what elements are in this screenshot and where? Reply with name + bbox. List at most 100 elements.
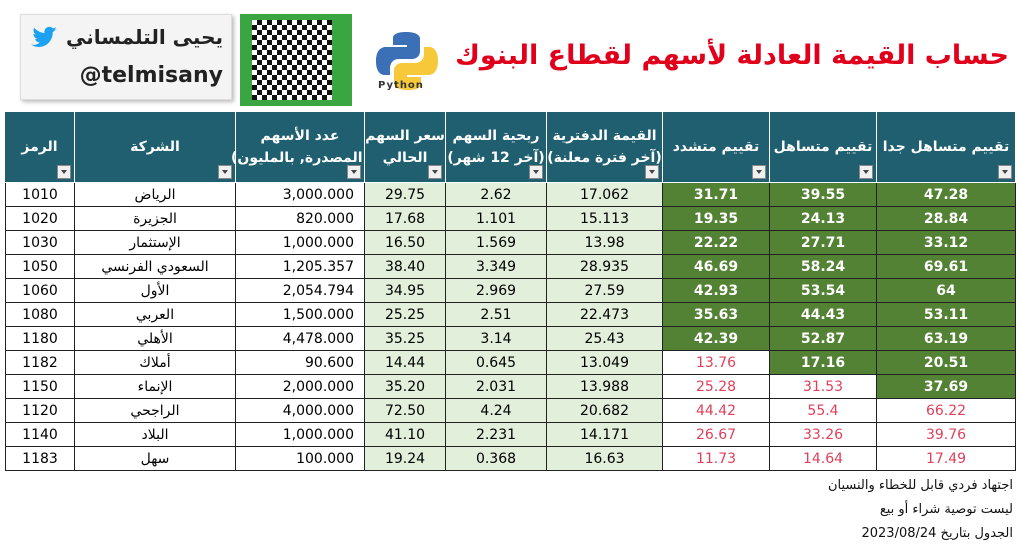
table-cell: 1050 (5, 255, 75, 279)
table-cell: الأهلي (75, 327, 236, 351)
table-cell: 19.35 (663, 207, 770, 231)
filter-button[interactable] (57, 165, 71, 179)
note: الجدول بتاريخ 2023/08/24 (861, 526, 1013, 541)
table-cell: 38.40 (365, 255, 446, 279)
table-cell: 1,500.000 (236, 303, 365, 327)
table-cell: أملاك (75, 351, 236, 375)
table-cell: 33.12 (877, 231, 1016, 255)
table-cell: 35.63 (663, 303, 770, 327)
table-cell: 1080 (5, 303, 75, 327)
table-cell: 28.935 (547, 255, 663, 279)
table-cell: 17.16 (770, 351, 877, 375)
column-header: تقييم متساهل جدا (877, 112, 1016, 183)
table-cell: 35.25 (365, 327, 446, 351)
filter-button[interactable] (428, 165, 442, 179)
table-cell: 22.22 (663, 231, 770, 255)
table-cell: 1120 (5, 399, 75, 423)
filter-button[interactable] (529, 165, 543, 179)
table-cell: 1030 (5, 231, 75, 255)
table-cell: 44.42 (663, 399, 770, 423)
filter-button[interactable] (859, 165, 873, 179)
table-cell: 16.50 (365, 231, 446, 255)
table-cell: 17.68 (365, 207, 446, 231)
table-cell: 42.93 (663, 279, 770, 303)
table-cell: 11.73 (663, 447, 770, 471)
table-cell: 1.569 (446, 231, 547, 255)
table-cell: 13.988 (547, 375, 663, 399)
filter-button[interactable] (752, 165, 766, 179)
table-cell: 15.113 (547, 207, 663, 231)
table-cell: 3.14 (446, 327, 547, 351)
table-cell: 22.473 (547, 303, 663, 327)
table-cell: 1183 (5, 447, 75, 471)
table-cell: 33.26 (770, 423, 877, 447)
column-header: الرمز (5, 112, 75, 183)
bird-icon (31, 26, 57, 47)
table-cell: 4,000.000 (236, 399, 365, 423)
column-header: الشركة (75, 112, 236, 183)
python-label: Python (378, 80, 424, 91)
table-cell: 2,000.000 (236, 375, 365, 399)
header-line: الحالي (382, 150, 428, 166)
table-cell: 27.71 (770, 231, 877, 255)
table-cell: 1.101 (446, 207, 547, 231)
table-cell: 24.13 (770, 207, 877, 231)
header-line: (آخر 12 شهر) (447, 150, 545, 166)
filter-button[interactable] (347, 165, 361, 179)
filter-button[interactable] (218, 165, 232, 179)
table-cell: 2,054.794 (236, 279, 365, 303)
table-cell: 820.000 (236, 207, 365, 231)
header-line: تقييم متساهل جدا (882, 139, 1010, 155)
header-line: عدد الأسهم (260, 128, 340, 144)
header-line: الشركة (130, 139, 180, 155)
table-cell: العربي (75, 303, 236, 327)
table-cell: 44.43 (770, 303, 877, 327)
table-cell: 34.95 (365, 279, 446, 303)
table-cell: 16.63 (547, 447, 663, 471)
table-cell: 0.645 (446, 351, 547, 375)
filter-button[interactable] (645, 165, 659, 179)
header-line: ربحية السهم (452, 128, 540, 144)
filter-button[interactable] (998, 165, 1012, 179)
table-cell: 14.171 (547, 423, 663, 447)
table-cell: 17.062 (547, 183, 663, 207)
author-card: يحيى التلمساني @telmisany (20, 14, 232, 100)
table-cell: 1,000.000 (236, 423, 365, 447)
table-cell: 2.51 (446, 303, 547, 327)
table-cell: 19.24 (365, 447, 446, 471)
table-cell: 63.19 (877, 327, 1016, 351)
table-cell: البلاد (75, 423, 236, 447)
table-cell: 55.4 (770, 399, 877, 423)
table-cell: 4.24 (446, 399, 547, 423)
table-cell: 1020 (5, 207, 75, 231)
table-cell: 1180 (5, 327, 75, 351)
table-cell: 1010 (5, 183, 75, 207)
table-cell: 17.49 (877, 447, 1016, 471)
table-cell: 58.24 (770, 255, 877, 279)
table-cell: 1060 (5, 279, 75, 303)
column-header: عدد الأسهم(المصدرة, بالمليون) (231, 112, 369, 183)
table-cell: 27.59 (547, 279, 663, 303)
header-line: تقييم متشدد (672, 139, 760, 155)
table-cell: 25.28 (663, 375, 770, 399)
table-cell: الإستثمار (75, 231, 236, 255)
table-cell: 47.28 (877, 183, 1016, 207)
header-line: الرمز (21, 139, 58, 155)
table-cell: 41.10 (365, 423, 446, 447)
table-cell: سهل (75, 447, 236, 471)
table-cell: الأول (75, 279, 236, 303)
table-cell: 25.25 (365, 303, 446, 327)
table-cell: 1,205.357 (236, 255, 365, 279)
header: يحيى التلمساني @telmisany Python حساب ال… (0, 0, 1021, 112)
table-cell: 42.39 (663, 327, 770, 351)
table-cell: 31.53 (770, 375, 877, 399)
table-cell: السعودي الفرنسي (75, 255, 236, 279)
table-cell: 90.600 (236, 351, 365, 375)
table-cell: 20.51 (877, 351, 1016, 375)
table-cell: 3,000.000 (236, 183, 365, 207)
table-cell: 39.76 (877, 423, 1016, 447)
table: الرمز الشركة عدد الأسهم(المصدرة, بالمليون)… (0, 112, 1021, 472)
table-cell: 1140 (5, 423, 75, 447)
table-cell: 26.67 (663, 423, 770, 447)
